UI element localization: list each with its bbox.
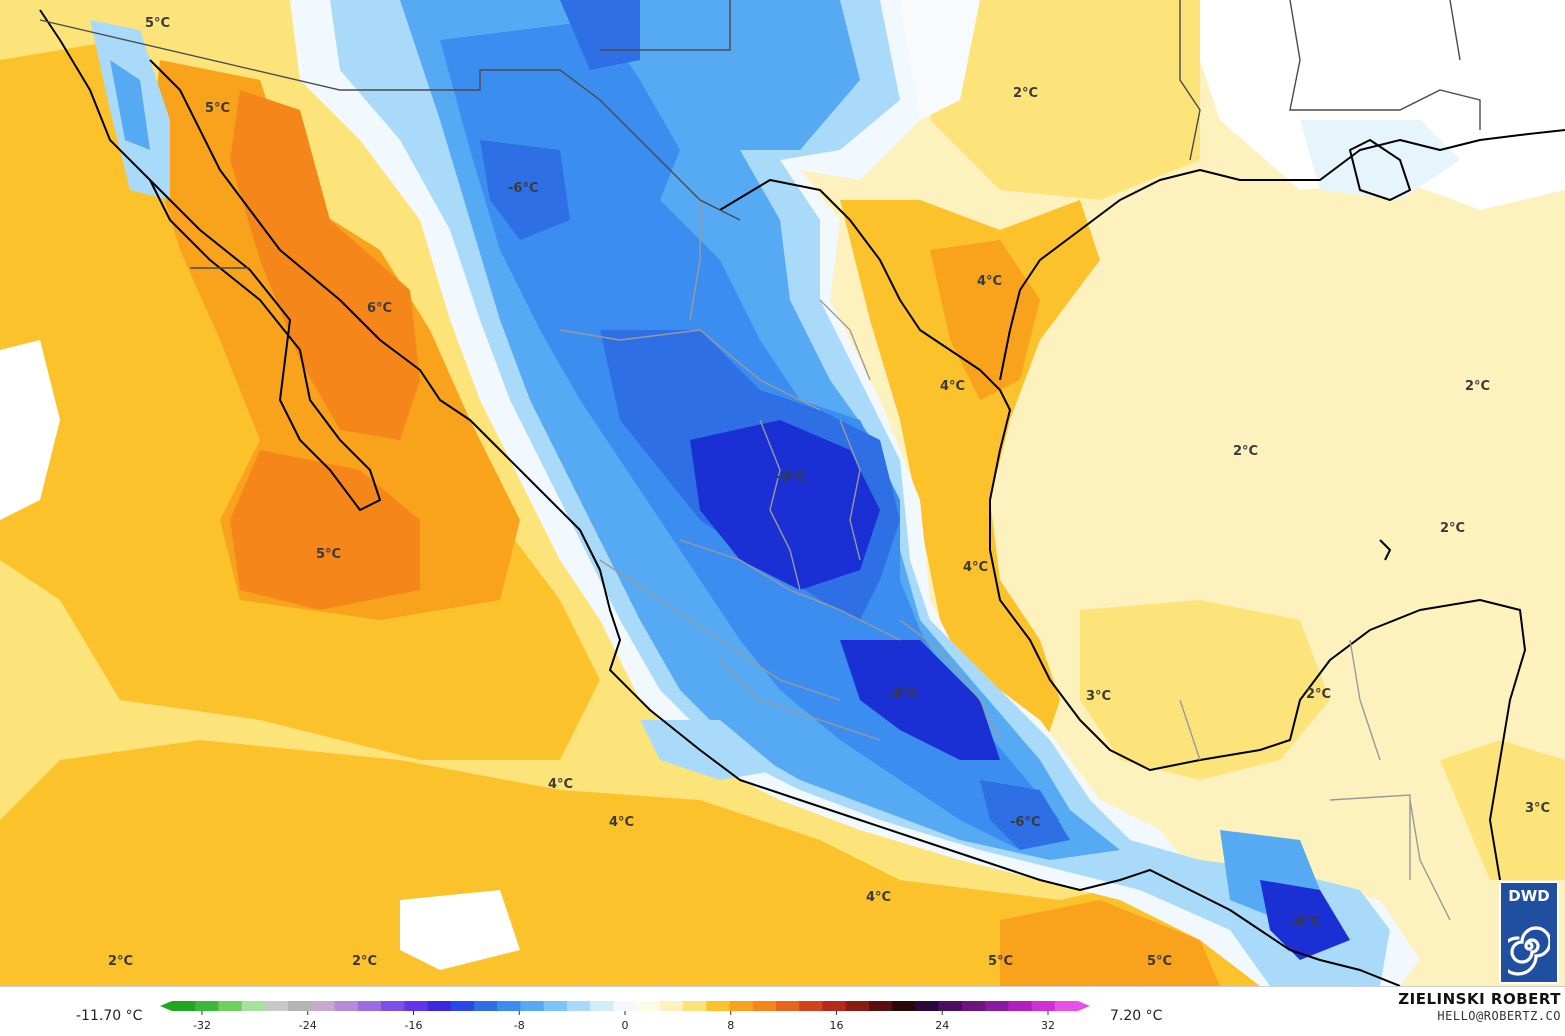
scale-tick-label: -24 bbox=[299, 1019, 317, 1032]
spiral-icon bbox=[1508, 926, 1550, 976]
scale-cell bbox=[172, 1001, 196, 1011]
country-borders bbox=[39, 0, 1481, 269]
scale-cell bbox=[915, 1001, 940, 1011]
scale-cell bbox=[868, 1001, 893, 1011]
scale-tick-label: -16 bbox=[405, 1019, 423, 1032]
temp-label: 2°C bbox=[1013, 86, 1038, 101]
temp-label: 5°C bbox=[1147, 954, 1172, 969]
temp-label: 3°C bbox=[1086, 689, 1111, 704]
scale-cell bbox=[799, 1001, 823, 1011]
scale-tick-label: 0 bbox=[622, 1019, 629, 1032]
scale-cell bbox=[729, 1001, 754, 1011]
scale-cell bbox=[474, 1001, 498, 1011]
coastlines bbox=[39, 9, 1565, 986]
dwd-logo-text: DWD bbox=[1508, 887, 1550, 905]
scale-tick-label: -8 bbox=[514, 1019, 525, 1032]
temp-label: 5°C bbox=[316, 547, 341, 562]
scale-cell bbox=[1008, 1001, 1033, 1011]
state-borders bbox=[559, 200, 1451, 921]
scale-cell bbox=[613, 1001, 638, 1011]
scale-cell bbox=[683, 1001, 707, 1011]
scale-tick-label: -32 bbox=[193, 1019, 211, 1032]
color-scale-cells bbox=[160, 1001, 1090, 1011]
scale-cell bbox=[590, 1001, 614, 1011]
temp-label: 6°C bbox=[367, 301, 392, 316]
scale-cell bbox=[938, 1001, 963, 1011]
scale-cell bbox=[659, 1001, 684, 1011]
legend-bar: -11.70 °C -32 -24 -16 -8 0 8 16 24 32 7.20 °C ZI… bbox=[0, 986, 1565, 1036]
scale-cell bbox=[381, 1001, 405, 1011]
scale-cell bbox=[776, 1001, 800, 1011]
dwd-logo: DWD bbox=[1499, 881, 1559, 984]
scale-cell bbox=[264, 1001, 289, 1011]
scale-cell bbox=[543, 1001, 568, 1011]
scale-cell bbox=[357, 1001, 382, 1011]
temp-label: 2°C bbox=[1465, 379, 1490, 394]
scale-tick-label: 24 bbox=[935, 1019, 949, 1032]
scale-cell bbox=[752, 1001, 777, 1011]
scale-cell bbox=[892, 1001, 916, 1011]
scale-cell bbox=[311, 1001, 336, 1011]
scale-tick-label: 8 bbox=[727, 1019, 734, 1032]
scale-cell bbox=[497, 1001, 521, 1011]
scale-arrow-right bbox=[1078, 1001, 1090, 1011]
scale-cell bbox=[218, 1001, 243, 1011]
color-scale: -32 -24 -16 -8 0 8 16 24 32 bbox=[160, 1001, 1090, 1032]
scale-cell bbox=[985, 1001, 1009, 1011]
warm-anomaly-field bbox=[0, 0, 1565, 986]
scale-cell bbox=[636, 1001, 661, 1011]
temperature-map: 5°C 5°C -6°C 6°C 2°C 4°C 4°C -9°C 2°C 2°… bbox=[0, 0, 1565, 986]
map-canvas: 5°C 5°C -6°C 6°C 2°C 4°C 4°C -9°C 2°C 2°… bbox=[0, 0, 1565, 986]
temp-label: 3°C bbox=[1525, 801, 1550, 816]
temp-label: 2°C bbox=[1306, 687, 1331, 702]
temp-label: 2°C bbox=[108, 954, 133, 969]
color-scale-ticks: -32 -24 -16 -8 0 8 16 24 32 bbox=[193, 1011, 1055, 1032]
scale-cell bbox=[1031, 1001, 1056, 1011]
scale-cell bbox=[706, 1001, 731, 1011]
temperature-labels: 5°C 5°C -6°C 6°C 2°C 4°C 4°C -9°C 2°C 2°… bbox=[108, 16, 1550, 969]
scale-min-value: -11.70 °C bbox=[76, 1008, 143, 1024]
temp-label: 2°C bbox=[1233, 444, 1258, 459]
scale-cell bbox=[961, 1001, 986, 1011]
temp-label: 4°C bbox=[866, 890, 891, 905]
author-name: ZIELINSKI ROBERT bbox=[1398, 990, 1561, 1008]
temp-label: 2°C bbox=[1440, 521, 1465, 536]
temp-label: -6°C bbox=[508, 181, 538, 196]
scale-cell bbox=[566, 1001, 591, 1011]
scale-cell bbox=[404, 1001, 429, 1011]
temp-label: -9°C bbox=[776, 470, 806, 485]
scale-cell bbox=[195, 1001, 219, 1011]
scale-cell bbox=[427, 1001, 452, 1011]
author-email: HELLO@ROBERTZ.CO bbox=[1437, 1009, 1561, 1023]
temp-label: -6°C bbox=[1010, 815, 1040, 830]
scale-tick-label: 32 bbox=[1041, 1019, 1055, 1032]
temp-label: -6°C bbox=[1290, 915, 1320, 930]
temp-label: 4°C bbox=[977, 274, 1002, 289]
scale-cell bbox=[288, 1001, 312, 1011]
temp-label: 4°C bbox=[548, 777, 573, 792]
temp-label: 4°C bbox=[940, 379, 965, 394]
temp-label: 4°C bbox=[963, 560, 988, 575]
scale-cell bbox=[450, 1001, 475, 1011]
temp-label: 5°C bbox=[988, 954, 1013, 969]
scale-cell bbox=[241, 1001, 266, 1011]
temp-label: 5°C bbox=[145, 16, 170, 31]
scale-cell bbox=[520, 1001, 545, 1011]
scale-cell bbox=[822, 1001, 847, 1011]
scale-max-value: 7.20 °C bbox=[1110, 1008, 1163, 1024]
scale-arrow-left bbox=[160, 1001, 172, 1011]
scale-cell bbox=[334, 1001, 359, 1011]
temp-label: 2°C bbox=[352, 954, 377, 969]
scale-tick-label: 16 bbox=[830, 1019, 844, 1032]
scale-cell bbox=[845, 1001, 870, 1011]
temp-label: 5°C bbox=[205, 101, 230, 116]
temp-label: 4°C bbox=[609, 815, 634, 830]
scale-cell bbox=[1054, 1001, 1079, 1011]
temp-label: -8°C bbox=[888, 687, 918, 702]
